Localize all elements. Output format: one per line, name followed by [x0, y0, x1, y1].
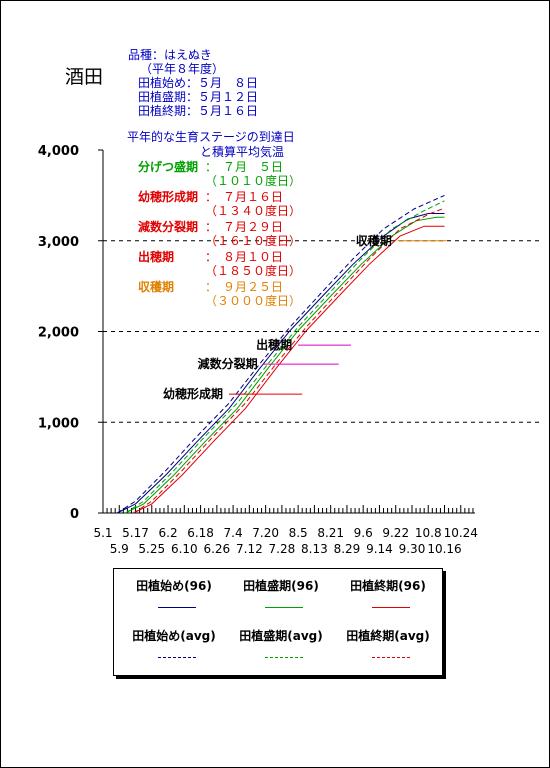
y-tick-label: 1,000: [38, 416, 79, 431]
stage-date: ： ９月２５日: [205, 280, 283, 294]
grid: [103, 240, 540, 423]
legend-swatch: [265, 657, 303, 658]
planting-start-label: 田植始め：５月 ８日: [138, 75, 258, 90]
x-tick-label: 7.4: [224, 526, 243, 540]
planting-peak-label: 田植盛期：５月１２日: [138, 89, 258, 104]
stage-name: 分げつ盛期: [138, 159, 198, 174]
x-tick-label: 6.26: [203, 542, 230, 556]
series-line: [133, 225, 445, 514]
stage-list: 分げつ盛期 ： ７月 ５日（１０１０度日） 幼穂形成期 ： ７月１６日（１３４０度日）…: [138, 159, 301, 308]
chart: 酒田 品種：はえぬき （平年８年度） 田植始め：５月 ８日 田植盛期：５月１２日…: [38, 48, 540, 556]
series-line: [133, 207, 445, 514]
x-tick-label: 8.5: [289, 526, 308, 540]
x-tick-label: 8.29: [334, 542, 361, 556]
y-tick-label: 0: [70, 507, 79, 522]
x-tick-label: 9.6: [354, 526, 373, 540]
stage-name: 減数分裂期: [138, 219, 198, 234]
x-tick-label: 9.14: [366, 542, 393, 556]
y-tick-label: 3,000: [38, 235, 79, 250]
legend: 田植始め(96) 田植盛期(96) 田植終期(96) 田植始め(avg) 田植盛期(av…: [113, 568, 443, 676]
stage-name: 出穂期: [138, 249, 174, 264]
stage-marker-label: 幼穂形成期: [163, 386, 223, 401]
axes: 0 1,000 2,000 3,000 4,000 5.1 5.17 6.2 6.18 7.4 7.…: [38, 144, 478, 556]
legend-swatch: [158, 657, 196, 658]
series-line: [125, 200, 445, 514]
legend-label: 田植盛期(avg): [239, 629, 323, 643]
stage-degree-days: （１０１０度日）: [205, 173, 301, 188]
stage-degree-days: （３０００度日）: [205, 293, 301, 308]
legend-item: 田植盛期(avg): [227, 627, 335, 658]
stage-marker-label: 出穂期: [256, 337, 292, 352]
legend-label: 田植盛期(96): [243, 579, 319, 593]
x-tick-label: 9.22: [382, 526, 409, 540]
legend-item: 田植終期(96): [334, 577, 442, 608]
x-tick-label: 7.12: [236, 542, 263, 556]
x-tick-label: 5.9: [110, 542, 129, 556]
legend-swatch: [372, 657, 410, 658]
x-tick-label: 5.1: [93, 526, 112, 540]
x-tick-label: 10.16: [427, 542, 461, 556]
stage-name: 収穫期: [138, 279, 174, 294]
stage-degree-days: （１３４０度日）: [205, 203, 301, 218]
x-tick-label: 8.21: [317, 526, 344, 540]
stage-degree-days: （１８５０度日）: [205, 263, 301, 278]
legend-item: 田植始め(96): [120, 577, 228, 608]
x-tick-label: 7.28: [269, 542, 296, 556]
legend-label: 田植終期(avg): [346, 629, 430, 643]
stage-name: 幼穂形成期: [138, 189, 198, 204]
planting-end-label: 田植終期：５月１６日: [138, 103, 258, 118]
stages-title-line2: と積算平均気温: [200, 144, 284, 159]
x-tick-label: 6.10: [171, 542, 198, 556]
year-label: （平年８年度）: [140, 61, 224, 76]
x-tick-label: 10.8: [415, 526, 442, 540]
x-tick-label: 7.20: [252, 526, 279, 540]
x-tick-label: 5.25: [138, 542, 165, 556]
stage-markers: 幼穂形成期 減数分裂期 出穂期 収穫期: [163, 233, 447, 401]
x-tick-label: 6.18: [187, 526, 214, 540]
x-tick-label: 9.30: [399, 542, 426, 556]
legend-swatch: [265, 607, 303, 608]
legend-item: 田植始め(avg): [120, 627, 228, 658]
stages-title-line1: 平年的な生育ステージの到達日: [127, 129, 295, 144]
y-tick-label: 4,000: [38, 144, 79, 159]
stage-marker-label: 収穫期: [356, 233, 392, 248]
legend-label: 田植始め(avg): [132, 629, 216, 643]
y-tick-label: 2,000: [38, 326, 79, 341]
stage-marker-label: 減数分裂期: [198, 356, 258, 371]
legend-swatch: [158, 607, 196, 608]
variety-label: 品種：はえぬき: [128, 48, 212, 62]
stage-date: ： ７月 ５日: [205, 160, 283, 174]
x-tick-label: 6.2: [159, 526, 178, 540]
x-tick-label: 5.17: [122, 526, 149, 540]
stage-date: ： ７月２９日: [205, 220, 283, 234]
legend-label: 田植始め(96): [136, 579, 212, 593]
x-tick-label: 8.13: [301, 542, 328, 556]
station-name: 酒田: [65, 66, 103, 88]
series-line: [116, 194, 445, 514]
legend-label: 田植終期(96): [350, 579, 426, 593]
series-lines: [116, 194, 445, 514]
legend-swatch: [372, 607, 410, 608]
legend-item: 田植盛期(96): [227, 577, 335, 608]
series-line: [116, 213, 445, 514]
legend-item: 田植終期(avg): [334, 627, 442, 658]
stage-date: ： ７月１６日: [205, 190, 283, 204]
stage-date: ： ８月１０日: [205, 250, 283, 264]
stage-degree-days: （１６１０度日）: [205, 233, 301, 248]
x-tick-label: 10.24: [444, 526, 478, 540]
